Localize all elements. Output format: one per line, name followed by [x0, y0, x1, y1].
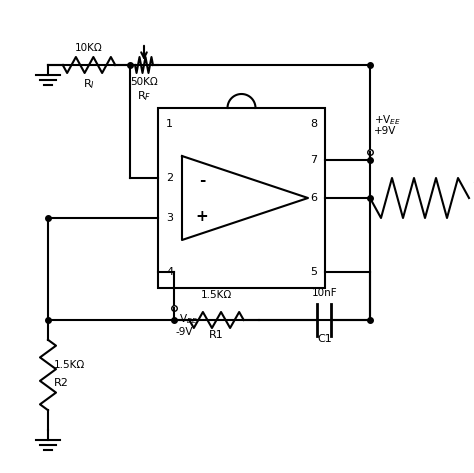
Text: 4: 4: [166, 267, 173, 277]
Text: +9V: +9V: [374, 126, 396, 136]
Text: -: -: [199, 173, 205, 187]
Text: 1.5KΩ: 1.5KΩ: [54, 360, 85, 370]
Text: 6: 6: [310, 193, 317, 203]
Text: 8: 8: [310, 119, 317, 129]
Text: R2: R2: [54, 378, 69, 388]
Text: C1: C1: [317, 334, 332, 344]
Text: 1.5KΩ: 1.5KΩ: [201, 290, 232, 300]
Text: 2: 2: [166, 173, 173, 183]
Text: 10KΩ: 10KΩ: [75, 43, 103, 53]
Bar: [158, 108, 325, 288]
Text: 3: 3: [166, 213, 173, 223]
Text: R$_F$: R$_F$: [137, 89, 151, 103]
Text: 1: 1: [166, 119, 173, 129]
Text: 5: 5: [310, 267, 317, 277]
Text: 10nF: 10nF: [312, 288, 337, 298]
Text: +V$_{EE}$: +V$_{EE}$: [374, 113, 401, 127]
Text: R$_I$: R$_I$: [83, 77, 95, 91]
Text: 50KΩ: 50KΩ: [130, 77, 158, 87]
Text: Triange wave
output: Triange wave output: [473, 182, 474, 204]
Text: 7: 7: [310, 155, 317, 165]
Text: +: +: [196, 209, 209, 224]
Text: R1: R1: [209, 330, 224, 340]
Text: -V$_{EE}$
-9V: -V$_{EE}$ -9V: [176, 312, 198, 337]
